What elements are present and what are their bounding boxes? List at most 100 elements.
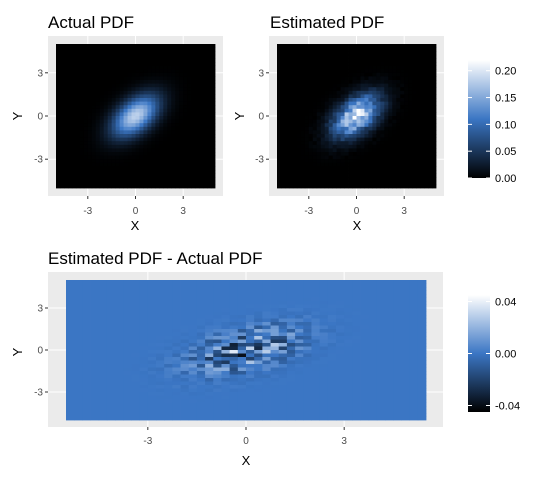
heatmap-cell: [360, 112, 365, 117]
heatmap-cell: [412, 159, 417, 164]
heatmap-cell: [135, 144, 140, 149]
heatmap-cell: [340, 173, 345, 178]
heatmap-cell: [368, 148, 373, 153]
heatmap-cell: [428, 162, 433, 167]
heatmap-cell: [270, 353, 280, 358]
heatmap-cell: [328, 134, 334, 138]
heatmap-cell: [98, 413, 108, 417]
heatmap-cell: [156, 315, 165, 319]
heatmap-cell: [98, 311, 108, 316]
heatmap-cell: [327, 357, 337, 361]
heatmap-cell: [180, 294, 190, 298]
heatmap-cell: [284, 123, 290, 128]
heatmap-cell: [278, 297, 288, 302]
heatmap-cell: [82, 395, 91, 400]
heatmap-cell: [188, 322, 198, 326]
heatmap-cell: [292, 148, 298, 153]
heatmap-cell: [205, 402, 214, 407]
heatmap-cell: [147, 76, 152, 81]
heatmap-cell: [424, 58, 429, 63]
heatmap-cell: [262, 357, 271, 361]
heatmap-cell: [396, 137, 401, 142]
heatmap-cell: [103, 134, 109, 138]
heatmap-cell: [205, 336, 214, 340]
heatmap-cell: [409, 290, 419, 295]
heatmap-cell: [195, 159, 200, 164]
heatmap-cell: [139, 101, 144, 106]
heatmap-cell: [164, 315, 173, 319]
heatmap-cell: [171, 184, 176, 189]
heatmap-cell: [67, 87, 73, 92]
heatmap-cell: [123, 105, 128, 110]
heatmap-cell: [277, 65, 282, 70]
heatmap-cell: [159, 116, 164, 120]
heatmap-cell: [151, 47, 156, 52]
heatmap-cell: [352, 364, 361, 368]
heatmap-cell: [213, 308, 222, 312]
heatmap-cell: [147, 141, 152, 146]
heatmap-cell: [172, 364, 181, 368]
heatmap-cell: [164, 290, 173, 295]
heatmap-cell: [87, 101, 93, 106]
heatmap-cell: [203, 137, 208, 142]
heatmap-cell: [388, 134, 393, 138]
heatmap-cell: [304, 141, 310, 146]
heatmap-cell: [163, 177, 168, 182]
heatmap-cell: [376, 44, 381, 48]
heatmap-cell: [284, 116, 290, 120]
heatmap-cell: [385, 381, 394, 386]
heatmap-cell: [147, 290, 157, 295]
heatmap-cell: [213, 346, 222, 351]
heatmap-cell: [319, 399, 329, 403]
heatmap-cell: [432, 152, 437, 156]
heatmap-cell: [119, 137, 124, 142]
heatmap-cell: [91, 184, 97, 189]
heatmap-cell: [308, 94, 314, 99]
heatmap-cell: [119, 90, 124, 95]
heatmap-cell: [368, 360, 378, 365]
heatmap-cell: [191, 72, 196, 77]
heatmap-cell: [270, 280, 280, 284]
heatmap-cell: [328, 90, 334, 95]
panel-estimated-pdf: Estimated PDF -3 0 3 -303 X Y: [232, 13, 444, 233]
heatmap-cell: [75, 94, 81, 99]
heatmap-cell: [71, 94, 77, 99]
heatmap-cell: [292, 137, 298, 142]
heatmap-cell: [71, 152, 77, 156]
heatmap-cell: [191, 173, 196, 178]
heatmap-cell: [278, 336, 288, 340]
heatmap-cell: [364, 159, 369, 164]
heatmap-cell: [163, 123, 168, 128]
heatmap-cell: [119, 119, 124, 124]
heatmap-cell: [82, 343, 91, 347]
heatmap-cell: [400, 166, 405, 171]
heatmap-cell: [63, 126, 69, 131]
heatmap-cell: [167, 72, 172, 77]
heatmap-cell: [151, 123, 156, 128]
heatmap-cell: [392, 58, 397, 63]
heatmap-cell: [368, 329, 378, 333]
heatmap-cell: [396, 72, 401, 77]
heatmap-cell: [368, 47, 373, 52]
heatmap-cell: [172, 336, 181, 340]
heatmap-cell: [159, 130, 164, 135]
heatmap-cell: [90, 339, 100, 344]
heatmap-cell: [119, 101, 124, 106]
heatmap-cell: [288, 144, 294, 149]
heatmap-cell: [151, 62, 156, 66]
heatmap-cell: [66, 416, 75, 421]
heatmap-cell: [392, 94, 397, 99]
heatmap-cell: [75, 80, 81, 84]
heatmap-cell: [196, 315, 206, 319]
heatmap-cell: [393, 294, 402, 298]
heatmap-cell: [385, 294, 394, 298]
heatmap-cell: [207, 65, 212, 70]
heatmap-cell: [320, 152, 326, 156]
heatmap-cell: [280, 87, 286, 92]
heatmap-cell: [156, 343, 165, 347]
heatmap-cell: [254, 367, 263, 372]
heatmap-cell: [106, 315, 116, 319]
heatmap-cell: [143, 58, 148, 63]
heatmap-cell: [311, 336, 321, 340]
heatmap-cell: [270, 283, 280, 288]
